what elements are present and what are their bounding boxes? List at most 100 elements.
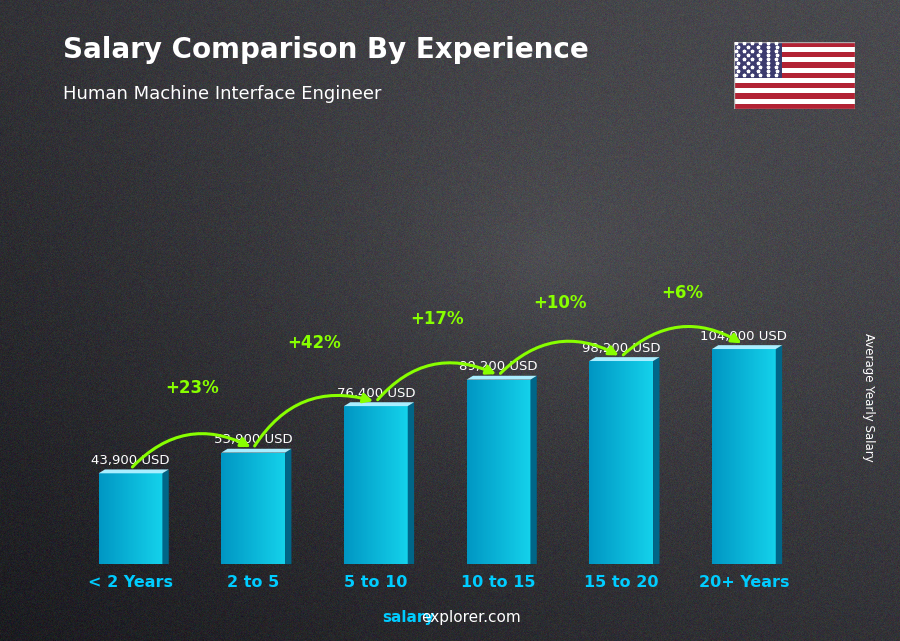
Bar bbox=[404, 406, 405, 564]
Text: +10%: +10% bbox=[533, 294, 587, 312]
Bar bbox=[347, 406, 349, 564]
Bar bbox=[471, 379, 472, 564]
Bar bbox=[731, 349, 733, 564]
Bar bbox=[768, 349, 769, 564]
Polygon shape bbox=[285, 449, 292, 564]
Bar bbox=[271, 453, 273, 564]
Bar bbox=[590, 361, 592, 564]
Bar bbox=[599, 361, 601, 564]
Bar bbox=[274, 453, 275, 564]
Bar bbox=[751, 349, 752, 564]
Bar bbox=[720, 349, 721, 564]
Bar bbox=[730, 349, 732, 564]
Bar bbox=[596, 361, 598, 564]
Bar bbox=[735, 349, 736, 564]
Bar bbox=[372, 406, 374, 564]
Bar bbox=[601, 361, 602, 564]
Text: 89,200 USD: 89,200 USD bbox=[459, 360, 538, 373]
Bar bbox=[253, 453, 255, 564]
Bar bbox=[149, 473, 151, 564]
Bar bbox=[624, 361, 625, 564]
Bar bbox=[506, 379, 508, 564]
Bar bbox=[645, 361, 647, 564]
Bar bbox=[727, 349, 729, 564]
Bar bbox=[487, 379, 489, 564]
Bar bbox=[356, 406, 358, 564]
Bar bbox=[752, 349, 753, 564]
Bar bbox=[737, 349, 739, 564]
Bar bbox=[145, 473, 146, 564]
Bar bbox=[121, 473, 122, 564]
Bar bbox=[466, 379, 468, 564]
Bar bbox=[491, 379, 492, 564]
Text: 98,200 USD: 98,200 USD bbox=[582, 342, 661, 354]
Bar bbox=[621, 361, 623, 564]
Bar bbox=[371, 406, 373, 564]
Bar bbox=[508, 379, 509, 564]
Bar bbox=[772, 349, 773, 564]
Bar bbox=[143, 473, 145, 564]
Bar bbox=[496, 379, 498, 564]
Bar bbox=[492, 379, 494, 564]
Bar bbox=[349, 406, 351, 564]
Bar bbox=[281, 453, 283, 564]
Bar bbox=[486, 379, 487, 564]
Bar bbox=[484, 379, 486, 564]
Bar bbox=[116, 473, 118, 564]
Polygon shape bbox=[530, 376, 536, 564]
Bar bbox=[649, 361, 651, 564]
Bar bbox=[364, 406, 366, 564]
Bar bbox=[746, 349, 748, 564]
Bar bbox=[137, 473, 139, 564]
Bar bbox=[734, 62, 855, 67]
Bar bbox=[100, 473, 102, 564]
Bar bbox=[124, 473, 126, 564]
Bar bbox=[152, 473, 154, 564]
Bar bbox=[497, 379, 499, 564]
Bar bbox=[362, 406, 364, 564]
Bar bbox=[242, 453, 243, 564]
Bar bbox=[620, 361, 621, 564]
Bar bbox=[265, 453, 266, 564]
Bar bbox=[270, 453, 271, 564]
Bar bbox=[734, 42, 782, 78]
Bar bbox=[155, 473, 157, 564]
Bar bbox=[243, 453, 245, 564]
Bar bbox=[228, 453, 230, 564]
Bar bbox=[221, 453, 223, 564]
Polygon shape bbox=[99, 469, 168, 473]
Bar bbox=[766, 349, 767, 564]
Bar bbox=[734, 72, 855, 78]
Bar bbox=[519, 379, 520, 564]
Bar bbox=[602, 361, 604, 564]
Bar bbox=[469, 379, 471, 564]
Polygon shape bbox=[590, 357, 660, 361]
Bar bbox=[140, 473, 141, 564]
Bar bbox=[648, 361, 650, 564]
Bar bbox=[472, 379, 473, 564]
Bar bbox=[770, 349, 771, 564]
Bar bbox=[606, 361, 608, 564]
Bar bbox=[387, 406, 389, 564]
Bar bbox=[724, 349, 725, 564]
Bar bbox=[283, 453, 284, 564]
Bar bbox=[616, 361, 617, 564]
Bar bbox=[386, 406, 388, 564]
Bar bbox=[106, 473, 108, 564]
Bar bbox=[392, 406, 394, 564]
Bar bbox=[249, 453, 251, 564]
Bar bbox=[489, 379, 490, 564]
Bar bbox=[714, 349, 715, 564]
Bar bbox=[383, 406, 385, 564]
Bar bbox=[125, 473, 127, 564]
Bar bbox=[734, 349, 735, 564]
Bar bbox=[478, 379, 480, 564]
Bar bbox=[266, 453, 267, 564]
Bar bbox=[131, 473, 133, 564]
Bar bbox=[109, 473, 111, 564]
Bar bbox=[238, 453, 239, 564]
Bar bbox=[377, 406, 379, 564]
Bar bbox=[521, 379, 523, 564]
Bar bbox=[259, 453, 261, 564]
Bar bbox=[524, 379, 526, 564]
